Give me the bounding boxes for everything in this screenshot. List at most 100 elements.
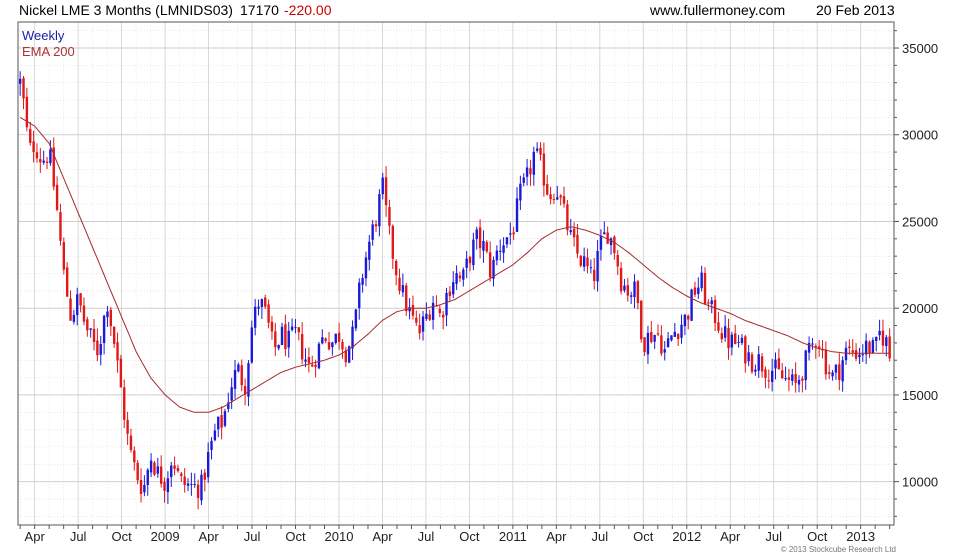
candle-body [76,294,79,315]
candle-body [656,333,660,335]
candle-body [260,299,264,308]
candle-body [45,161,49,163]
candle-body [797,379,801,385]
candle-body [253,306,257,328]
candle-body [374,224,378,227]
source-website[interactable]: www.fullermoney.com [650,2,786,18]
candle-body [358,282,361,309]
candle-body [149,460,153,473]
candle-body [539,147,542,155]
x-tick-label: Jul [592,529,609,544]
candle-body [482,241,485,251]
price-change: -220.00 [284,2,332,18]
candle-body [542,153,546,186]
candle-body [770,370,774,382]
candle-body [82,305,86,322]
candle-body [633,281,636,298]
candle-body [720,333,723,340]
candle-body [784,378,787,380]
candle-body [559,195,562,198]
candle-body [488,252,492,278]
candle-body [455,273,458,284]
candle-body [757,354,760,371]
candle-body [629,295,633,297]
candle-body [106,311,109,318]
candle-body [139,479,143,495]
candle-body [428,314,431,320]
candle-body [368,241,371,260]
candle-body [240,365,243,386]
candle-body [18,78,22,84]
x-tick-label: 2009 [151,529,180,544]
candle-body [42,160,45,163]
candle-body [485,242,489,252]
candle-body [431,302,435,320]
candle-body [512,232,515,235]
candle-body [183,476,186,485]
candle-body [311,364,314,367]
x-tick-label: Jul [244,529,261,544]
candle-body [334,333,337,343]
candle-body [72,314,76,322]
ema-200-line [19,116,890,413]
candle-body [646,332,650,355]
x-tick-label: Apr [198,529,219,544]
candle-body [79,293,82,306]
candlesticks [18,71,891,510]
candle-body [864,340,868,355]
candle-body [381,177,384,195]
candle-body [102,315,106,344]
candle-body [123,387,126,420]
candle-body [589,267,593,269]
candle-body [636,281,640,304]
candle-body [290,326,294,330]
candle-body [626,285,630,296]
candle-body [398,277,401,291]
x-tick-label: 2013 [846,529,875,544]
candle-body [556,197,559,200]
candle-body [274,331,277,348]
candle-body [606,232,609,244]
candle-body [324,338,327,342]
candle-body [472,239,475,266]
candle-body [92,328,96,343]
y-tick-label: 25000 [902,214,938,229]
candle-body [807,342,811,353]
candle-body [361,278,364,285]
candle-body [156,466,160,474]
candle-body [223,411,227,426]
candle-body [643,337,646,353]
candle-body [99,344,102,355]
candle-body [257,306,260,309]
candle-body [754,369,757,372]
candle-body [112,326,116,344]
candle-body [515,198,519,232]
candle-body [572,228,576,238]
x-tick-label: Jul [70,529,87,544]
candle-body [673,331,677,337]
candle-body [828,372,831,374]
candle-body [243,386,247,395]
candle-body [838,364,841,380]
candle-body [824,349,828,375]
candle-body [495,250,499,261]
candle-body [354,309,358,329]
candle-body [868,341,871,354]
candle-body [881,330,885,346]
candle-body [29,128,32,143]
candle-body [331,342,334,348]
candle-body [619,267,623,292]
candle-body [462,269,465,280]
candle-body [270,321,274,332]
candle-body [888,336,891,359]
candle-body [445,292,448,316]
candle-body [39,159,42,163]
candle-body [499,250,502,252]
candle-body [347,346,351,363]
candle-body [425,313,428,319]
candle-body [217,416,220,430]
candle-body [522,177,525,183]
x-tick-label: 2010 [325,529,354,544]
candle-body [421,316,425,332]
